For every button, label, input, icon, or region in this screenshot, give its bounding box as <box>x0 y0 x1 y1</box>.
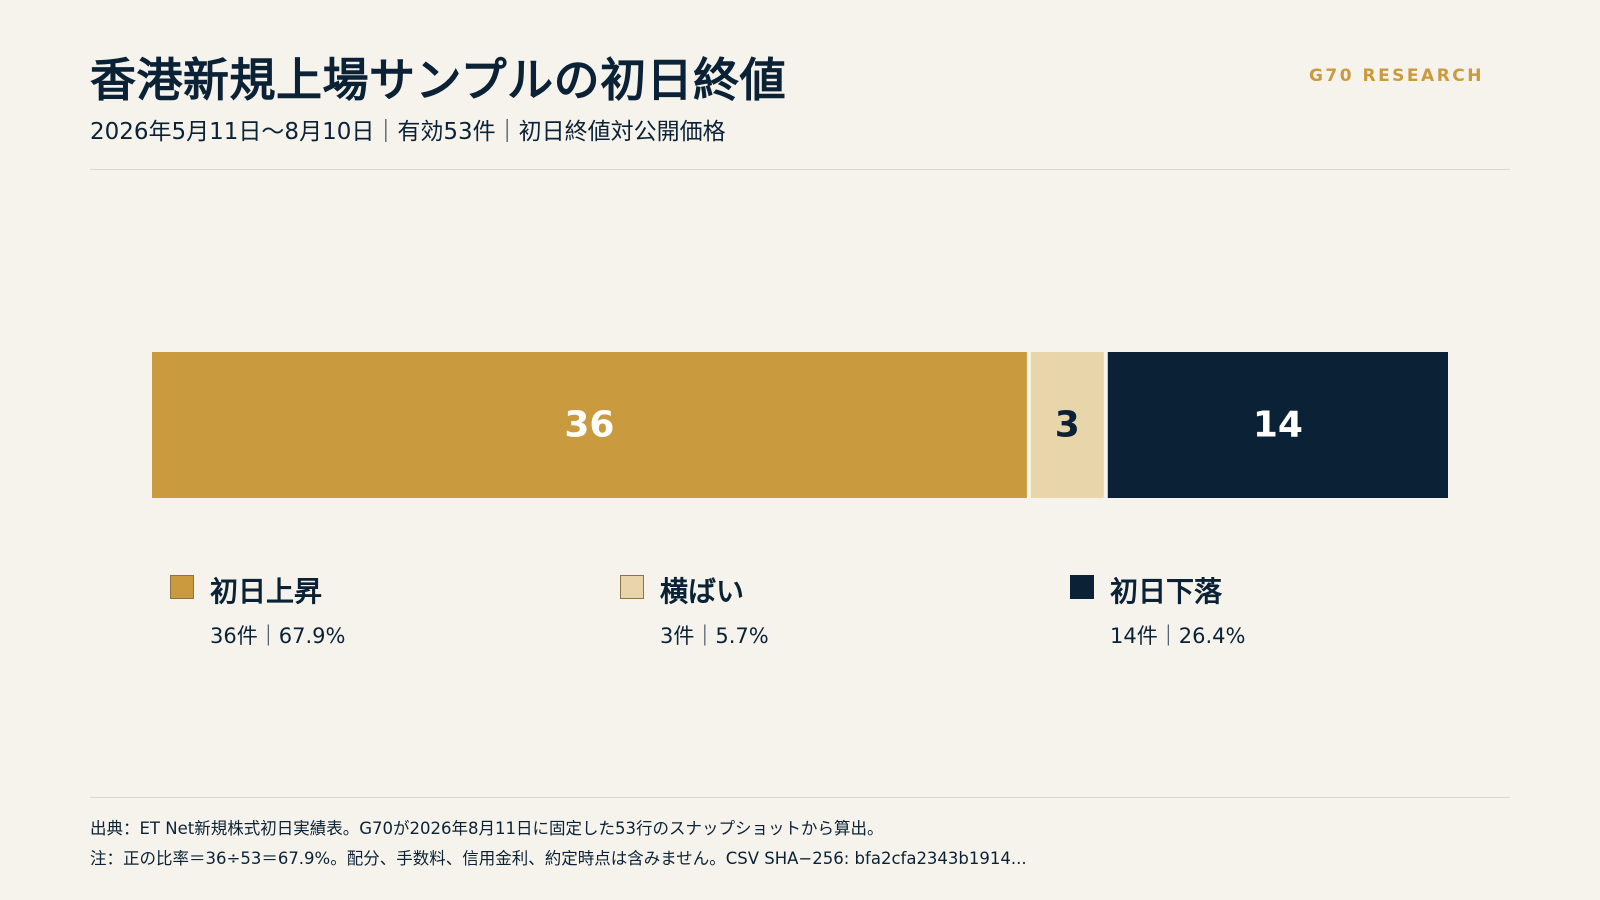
legend-label-rise: 初日上昇 <box>210 575 323 608</box>
chart-legend: 初日上昇 36件｜67.9% 横ばい 3件｜5.7% 初日下落 14件｜26.4… <box>0 570 1600 660</box>
bar-value-label-fall: 14 <box>1253 405 1303 446</box>
bar-segment-fall <box>1107 352 1448 498</box>
page-subtitle: 2026年5月11日〜8月10日｜有効53件｜初日終値対公開価格 <box>90 119 726 145</box>
legend-stat-fall: 14件｜26.4% <box>1110 624 1246 648</box>
bar-segment-flat <box>1030 352 1104 498</box>
stacked-bar-chart: 36 3 14 <box>152 352 1448 498</box>
header-divider <box>90 169 1510 170</box>
footer-divider <box>90 797 1510 798</box>
bar-value-label-flat: 3 <box>1055 405 1080 446</box>
legend-label-flat: 横ばい <box>660 575 745 608</box>
bar-value-label-rise: 36 <box>564 405 614 446</box>
page-title: 香港新規上場サンプルの初日終値 <box>90 53 787 107</box>
brand-label: G70 RESEARCH <box>1308 66 1484 86</box>
legend-stat-rise: 36件｜67.9% <box>210 624 346 648</box>
legend-swatch-rise <box>170 575 194 599</box>
legend-swatch-fall <box>1070 575 1094 599</box>
legend-swatch-flat <box>620 575 644 599</box>
legend-label-fall: 初日下落 <box>1110 575 1223 608</box>
source-note: 出典：ET Net新規株式初日実績表。G70が2026年8月11日に固定した53… <box>90 819 884 838</box>
bar-segment-rise <box>152 352 1027 498</box>
stacked-bar-svg: 36 3 14 <box>152 352 1448 498</box>
legend-stat-flat: 3件｜5.7% <box>660 624 769 648</box>
method-note: 注：正の比率＝36÷53＝67.9%。配分、手数料、信用金利、約定時点は含みませ… <box>90 849 1027 868</box>
